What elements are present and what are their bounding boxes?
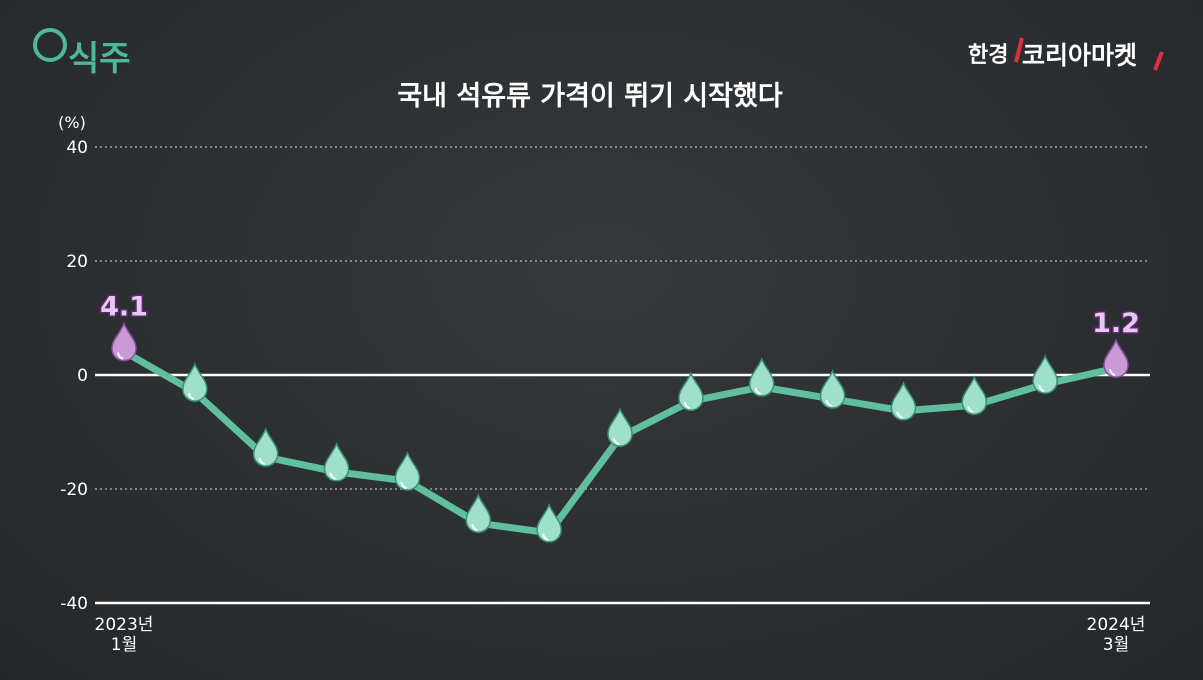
brand-slash [1153, 51, 1164, 71]
x-tick-label: 2024년 3월 [1086, 615, 1146, 655]
marker [536, 502, 562, 543]
marker [748, 356, 775, 397]
marker-shine [896, 411, 903, 419]
marker [394, 451, 421, 491]
y-tick-label: -40 [60, 594, 88, 614]
marker-shine [117, 352, 124, 360]
marker [961, 375, 988, 415]
marker-shine [187, 392, 195, 401]
marker [323, 441, 350, 482]
marker [819, 368, 846, 409]
y-tick-label: 0 [77, 366, 88, 386]
marker [607, 407, 633, 447]
marker [465, 493, 492, 533]
brand-name: 코리아마켓 [1022, 41, 1137, 70]
marker [252, 427, 279, 467]
marker-shine [400, 481, 407, 489]
marker-shine [825, 399, 832, 407]
y-tick-label: 20 [66, 252, 88, 272]
marker-shine [471, 523, 478, 532]
marker [1103, 338, 1129, 378]
marker-shine [754, 387, 762, 395]
marker-shine [258, 457, 266, 466]
marker [182, 362, 208, 402]
marker-shine [1038, 384, 1045, 393]
marker-shine [1109, 368, 1116, 377]
logo-text: 식주 [68, 39, 131, 79]
marker [890, 380, 917, 421]
marker [678, 371, 704, 411]
marker [1032, 354, 1058, 394]
brand-slash [1014, 37, 1024, 63]
brand-name: 한경 [968, 43, 1008, 68]
data-label: 4.1 [100, 292, 148, 323]
y-unit: (%) [58, 113, 86, 132]
logo-icon [33, 28, 67, 62]
marker-shine [329, 472, 336, 480]
data-label: 1.2 [1092, 308, 1140, 339]
marker-shine [542, 533, 549, 541]
logo-left: 식주 [33, 28, 131, 79]
y-tick-label: -20 [60, 480, 88, 500]
marker-shine [613, 437, 620, 446]
x-tick-label: 2023년 1월 [94, 615, 154, 655]
marker-shine [683, 401, 691, 410]
marker [111, 321, 137, 362]
chart-title: 국내 석유류 가격이 뛰기 시작했다 [397, 81, 783, 112]
marker-shine [967, 405, 974, 414]
y-tick-label: 40 [66, 138, 88, 158]
